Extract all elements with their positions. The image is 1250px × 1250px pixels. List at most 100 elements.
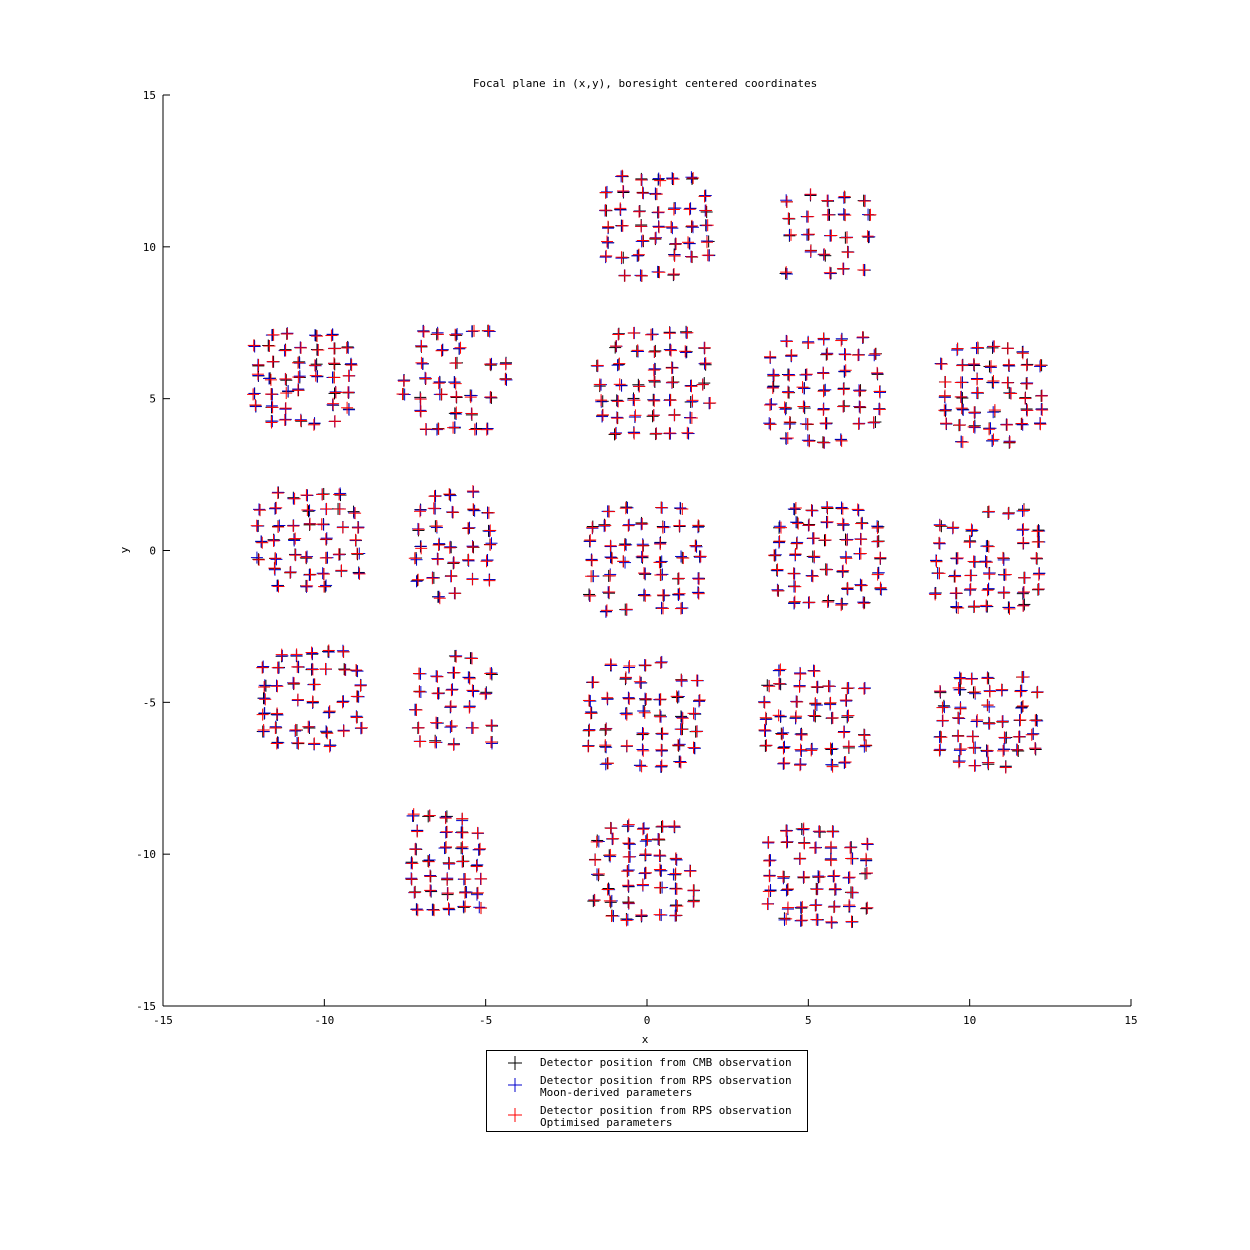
plus-marker — [773, 520, 786, 533]
plus-marker — [652, 173, 665, 186]
plus-marker — [858, 681, 871, 694]
plus-marker — [1031, 686, 1044, 699]
plus-marker — [472, 843, 485, 856]
plus-marker — [423, 853, 436, 866]
plus-marker — [820, 516, 833, 529]
plus-marker — [471, 858, 484, 871]
plus-marker — [778, 740, 791, 753]
plus-marker — [623, 660, 636, 673]
plus-marker — [294, 414, 307, 427]
plus-marker — [634, 677, 647, 690]
plus-marker — [327, 397, 340, 410]
plus-marker — [863, 230, 876, 243]
plus-marker — [638, 588, 651, 601]
plus-marker — [861, 901, 874, 914]
plus-marker — [835, 332, 848, 345]
plus-marker — [280, 374, 293, 387]
plus-marker — [699, 357, 712, 370]
plus-marker — [599, 251, 612, 264]
plus-marker — [796, 900, 809, 913]
plus-marker — [620, 914, 633, 927]
plus-marker — [584, 695, 597, 708]
plus-marker — [781, 882, 794, 895]
plus-marker — [664, 427, 677, 440]
plus-marker — [760, 739, 773, 752]
plus-marker — [675, 550, 688, 563]
plus-marker — [432, 377, 445, 390]
plus-marker — [999, 568, 1012, 581]
plus-marker — [874, 551, 887, 564]
plus-marker — [952, 681, 965, 694]
plus-marker — [763, 854, 776, 867]
plus-marker — [300, 489, 313, 502]
plus-marker — [654, 693, 667, 706]
plus-marker — [861, 838, 874, 851]
x-tick-label: 15 — [1124, 1014, 1137, 1027]
plus-marker — [599, 724, 612, 737]
plus-marker — [803, 596, 816, 609]
plus-marker — [798, 870, 811, 883]
plus-marker — [635, 269, 648, 282]
plus-marker — [780, 432, 793, 445]
plus-marker — [674, 602, 687, 615]
plus-marker — [462, 671, 475, 684]
plus-marker — [938, 389, 951, 402]
plus-marker — [670, 853, 683, 866]
plus-marker — [301, 503, 314, 516]
plus-marker — [414, 404, 427, 417]
plus-marker — [467, 485, 480, 498]
plus-marker — [1015, 417, 1028, 430]
plus-marker — [857, 263, 870, 276]
plus-marker — [823, 266, 836, 279]
plus-marker — [656, 589, 669, 602]
plus-marker — [1035, 389, 1048, 402]
plus-marker — [955, 743, 968, 756]
plus-marker — [273, 519, 286, 532]
plus-marker — [619, 556, 632, 569]
plus-marker — [607, 832, 620, 845]
plus-marker — [431, 553, 444, 566]
plus-marker — [599, 519, 612, 532]
plus-marker — [654, 569, 667, 582]
plus-marker — [774, 710, 787, 723]
plus-marker — [842, 871, 855, 884]
plus-marker — [458, 886, 471, 899]
plus-marker — [266, 401, 279, 414]
plus-marker — [412, 573, 425, 586]
plus-marker — [933, 537, 946, 550]
plus-marker — [952, 730, 965, 743]
plus-marker — [933, 567, 946, 580]
plus-marker — [826, 825, 839, 838]
plus-marker — [665, 344, 678, 357]
plus-marker — [1014, 713, 1027, 726]
plus-marker — [777, 742, 790, 755]
plus-marker — [653, 266, 666, 279]
plus-marker — [599, 739, 612, 752]
plus-marker — [970, 342, 983, 355]
plus-marker — [761, 679, 774, 692]
plus-marker — [479, 688, 492, 701]
plus-marker — [484, 538, 497, 551]
plus-marker — [821, 194, 834, 207]
plus-marker — [622, 864, 635, 877]
plus-marker — [953, 683, 966, 696]
plus-marker — [463, 672, 476, 685]
plus-marker — [939, 375, 952, 388]
plus-marker — [427, 502, 440, 515]
plus-marker — [412, 667, 425, 680]
plus-marker — [432, 539, 445, 552]
plus-marker — [1025, 728, 1038, 741]
plus-marker — [968, 407, 981, 420]
plus-marker — [821, 208, 834, 221]
plus-marker — [284, 566, 297, 579]
plus-marker — [952, 602, 965, 615]
plus-marker — [761, 898, 774, 911]
plus-marker — [405, 872, 418, 885]
plus-marker — [667, 203, 680, 216]
plus-marker — [998, 732, 1011, 745]
plus-marker — [770, 564, 783, 577]
plus-marker — [635, 760, 648, 773]
plus-marker — [292, 736, 305, 749]
plus-marker — [483, 574, 496, 587]
plus-marker — [783, 369, 796, 382]
